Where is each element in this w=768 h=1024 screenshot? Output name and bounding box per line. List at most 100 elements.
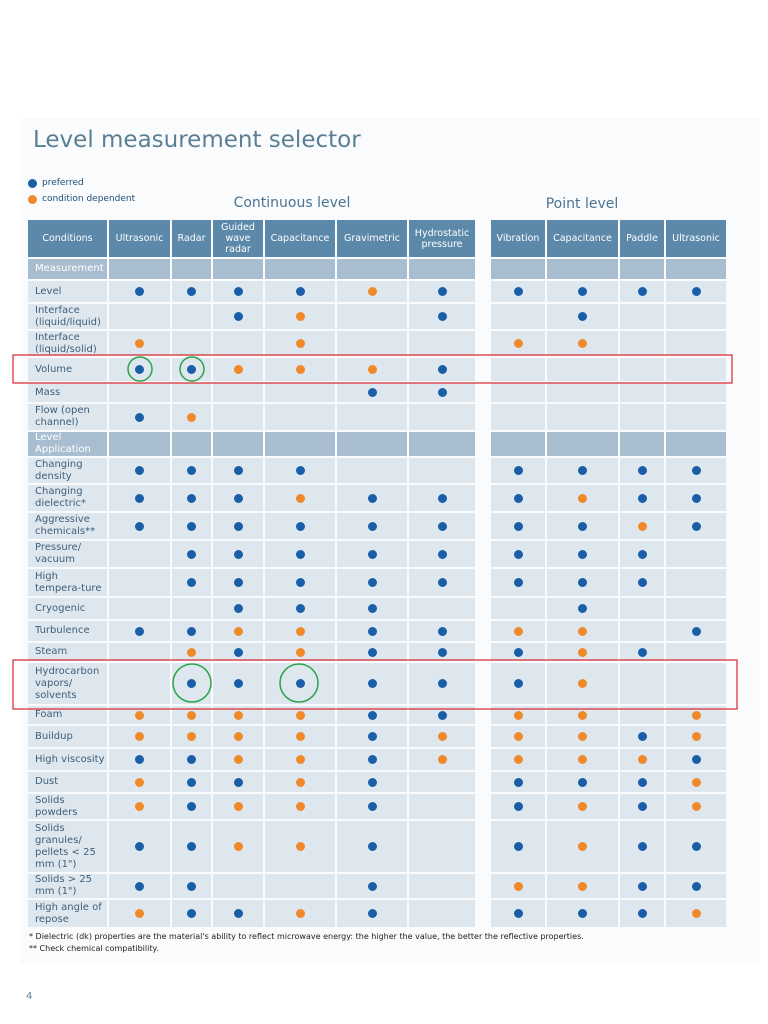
- section-cell: [409, 259, 475, 279]
- rating-dot: [578, 626, 587, 636]
- rating-dot: [233, 647, 243, 657]
- rating-dot: [691, 626, 701, 636]
- cell: [547, 358, 618, 381]
- cell: [491, 383, 545, 402]
- rating-dot: [367, 521, 377, 531]
- cell: [666, 331, 726, 356]
- rating-dot: [637, 842, 647, 851]
- rating-dot: [367, 365, 377, 374]
- cell: [213, 331, 263, 356]
- footnote: ** Check chemical compatibility.: [29, 944, 159, 953]
- rating-dot: [135, 521, 144, 531]
- rating-dot: [135, 777, 144, 787]
- cell: [337, 331, 407, 356]
- cell: [666, 569, 726, 596]
- cell: [409, 772, 475, 792]
- rating-dot: [437, 549, 447, 559]
- rating-dot: [233, 802, 243, 811]
- rating-dot: [187, 710, 196, 720]
- row-label: Hydrocarbon vapors/ solvents: [28, 663, 107, 704]
- rating-dot: [295, 710, 305, 720]
- section-cell: [666, 432, 726, 456]
- rating-dot: [367, 679, 377, 688]
- cell: [409, 821, 475, 872]
- cell: [213, 383, 263, 402]
- rating-dot: [437, 312, 447, 321]
- cell: [620, 383, 664, 402]
- column-header: Vibration: [491, 220, 545, 257]
- section-cell: [265, 432, 335, 456]
- cell: [265, 874, 335, 898]
- section-cell: [666, 259, 726, 279]
- cell: [213, 404, 263, 430]
- rating-dot: [135, 287, 144, 296]
- cell: [491, 304, 545, 329]
- rating-dot: [437, 755, 447, 764]
- group-header: Continuous level: [233, 195, 351, 211]
- rating-dot: [187, 842, 196, 851]
- rating-dot: [367, 881, 377, 891]
- row-label: Interface (liquid/liquid): [28, 304, 107, 329]
- rating-dot: [437, 287, 447, 296]
- rating-dot: [135, 909, 144, 918]
- section-cell: [620, 432, 664, 456]
- row-label: Changing density: [28, 458, 107, 483]
- rating-dot: [295, 287, 305, 296]
- cell: [666, 358, 726, 381]
- section-cell: [109, 432, 170, 456]
- rating-dot: [233, 842, 243, 851]
- rating-dot: [367, 732, 377, 741]
- rating-dot: [233, 466, 243, 475]
- rating-dot: [437, 626, 447, 636]
- cell: [409, 458, 475, 483]
- rating-dot: [295, 679, 305, 688]
- row-label: Foam: [28, 706, 107, 724]
- rating-dot: [691, 802, 701, 811]
- footnote: * Dielectric (dk) properties are the mat…: [29, 932, 584, 941]
- rating-dot: [233, 604, 243, 613]
- cell: [409, 404, 475, 430]
- rating-dot: [691, 842, 701, 851]
- rating-dot: [513, 755, 523, 764]
- rating-dot: [513, 339, 523, 348]
- cell: [337, 404, 407, 430]
- cell: [109, 643, 170, 661]
- rating-dot: [233, 909, 243, 918]
- section-cell: [491, 259, 545, 279]
- rating-dot: [578, 521, 587, 531]
- rating-dot: [513, 647, 523, 657]
- row-label: High viscosity: [28, 749, 107, 770]
- row-label: Solids granules/ pellets < 25 mm (1"): [28, 821, 107, 872]
- rating-dot: [513, 802, 523, 811]
- column-header: Guided wave radar: [213, 220, 263, 257]
- rating-dot: [691, 881, 701, 891]
- rating-dot: [578, 679, 587, 688]
- rating-dot: [437, 732, 447, 741]
- rating-dot: [691, 493, 701, 503]
- rating-dot: [367, 647, 377, 657]
- column-header: Hydrostatic pressure: [409, 220, 475, 257]
- rating-dot: [295, 842, 305, 851]
- rating-dot: [691, 732, 701, 741]
- row-label: Steam: [28, 643, 107, 661]
- row-label: Flow (open channel): [28, 404, 107, 430]
- cell: [109, 541, 170, 567]
- section-header: Level Application: [28, 432, 107, 456]
- rating-dot: [367, 388, 377, 397]
- rating-dot: [691, 466, 701, 475]
- cell: [620, 598, 664, 619]
- rating-dot: [513, 521, 523, 531]
- cell: [491, 404, 545, 430]
- row-label: Volume: [28, 358, 107, 381]
- rating-dot: [187, 578, 196, 587]
- rating-dot: [513, 466, 523, 475]
- row-label: Solids > 25 mm (1"): [28, 874, 107, 898]
- rating-dot: [233, 710, 243, 720]
- rating-dot: [437, 388, 447, 397]
- rating-dot: [135, 842, 144, 851]
- rating-dot: [187, 679, 196, 688]
- cell: [109, 569, 170, 596]
- rating-dot: [233, 493, 243, 503]
- rating-dot: [578, 909, 587, 918]
- rating-dot: [367, 802, 377, 811]
